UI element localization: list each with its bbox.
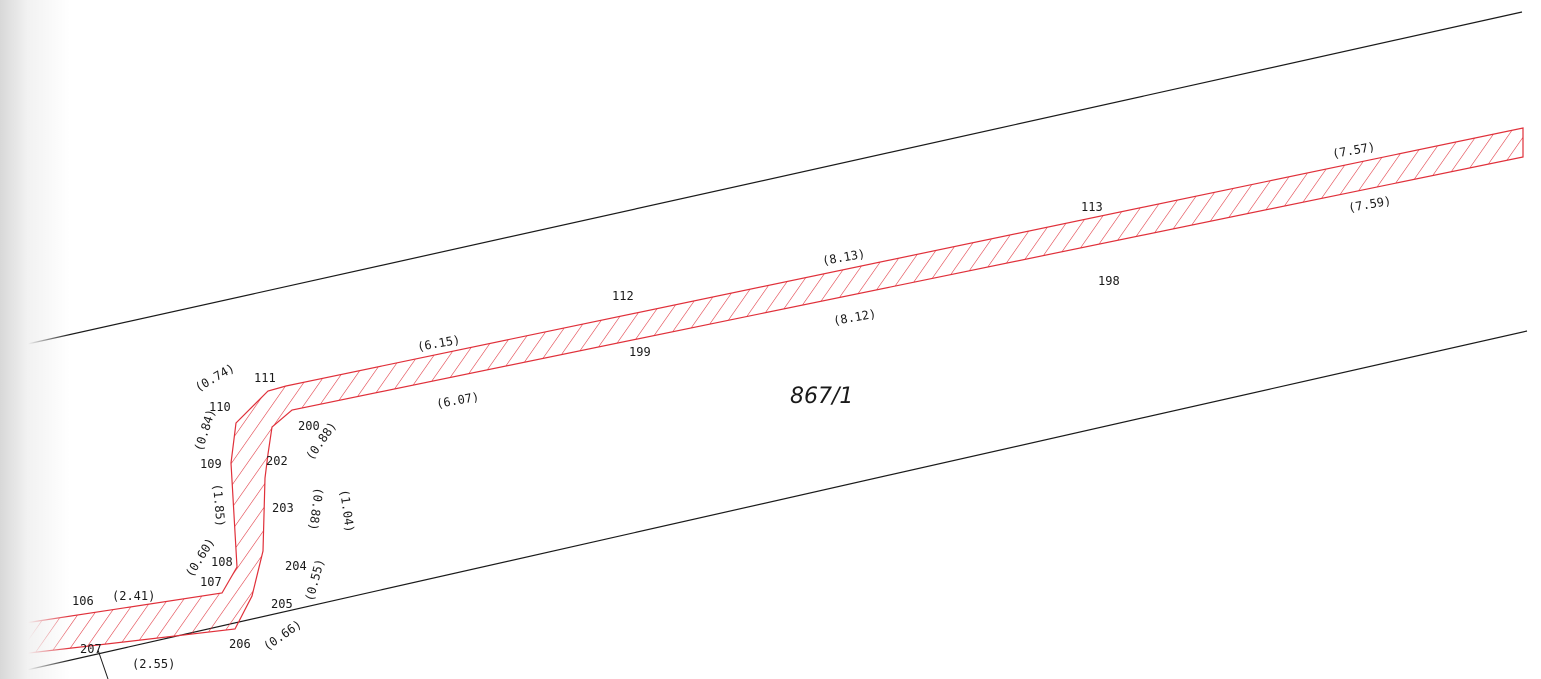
- point-label: 200: [298, 419, 320, 433]
- point-label: 198: [1098, 274, 1120, 288]
- point-label: 206: [229, 637, 251, 651]
- point-label: 110: [209, 400, 231, 414]
- distance-label: (8.13): [821, 247, 866, 268]
- distance-label: (6.07): [435, 390, 480, 411]
- distance-label: (8.12): [832, 307, 877, 328]
- point-label: 205: [271, 597, 293, 611]
- parcel-number: 867/1: [790, 384, 853, 409]
- boundary-line-north: [4, 11, 1523, 350]
- distance-label: (0.84): [192, 407, 219, 453]
- distance-label: (0.66): [261, 617, 305, 653]
- point-label: 111: [254, 371, 276, 385]
- distance-label: (0.88): [306, 487, 326, 532]
- point-label: 207: [80, 642, 102, 656]
- distance-label: (2.41): [112, 589, 155, 603]
- boundary-line-south: [0, 330, 1528, 677]
- point-label: 112: [612, 289, 634, 303]
- point-label: 202: [266, 454, 288, 468]
- point-label: 107: [200, 575, 222, 589]
- point-label: 106: [72, 594, 94, 608]
- point-label: 109: [200, 457, 222, 471]
- distance-label: (0.74): [193, 361, 238, 395]
- point-label: 113: [1081, 200, 1103, 214]
- distance-label: (7.59): [1347, 194, 1392, 215]
- point-label: 108: [211, 555, 233, 569]
- point-label: 203: [272, 501, 294, 515]
- distance-label: (1.85): [210, 483, 228, 527]
- distance-label: (7.57): [1331, 140, 1376, 161]
- distance-label: (1.04): [337, 488, 357, 533]
- point-label: 199: [629, 345, 651, 359]
- distance-label: (2.55): [132, 657, 175, 671]
- boundary-tick-207: [97, 649, 109, 679]
- point-label: 204: [285, 559, 307, 573]
- easement-strip: [11, 127, 1524, 656]
